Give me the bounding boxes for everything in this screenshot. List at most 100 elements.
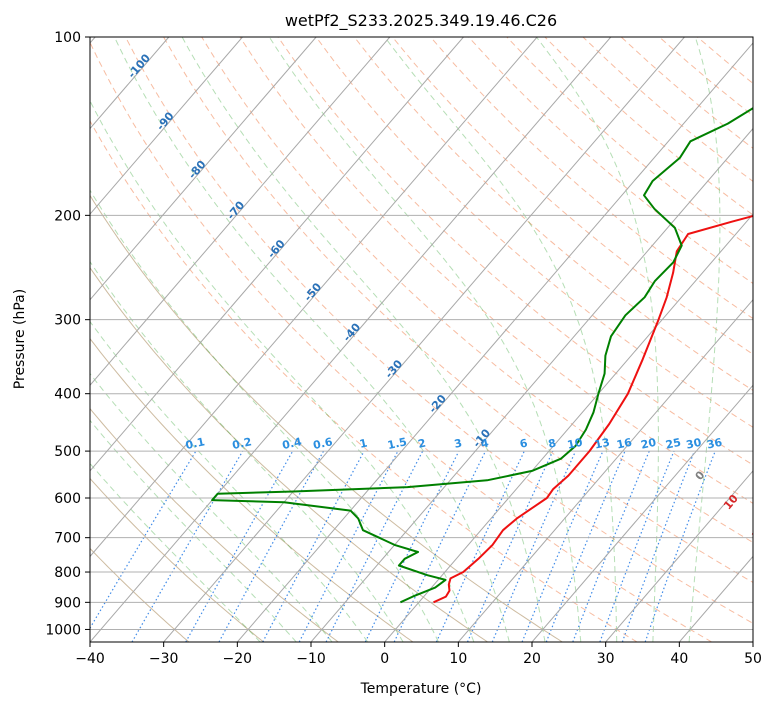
isotherm-gridline <box>384 213 753 642</box>
mixing-ratio-line <box>364 450 460 642</box>
isotherm-gridline <box>457 298 753 642</box>
isotherm-gridline <box>678 555 753 642</box>
mixing-ratio-line <box>218 450 325 642</box>
dry-adiabat-line <box>90 119 638 642</box>
moist-adiabat-line <box>90 462 261 642</box>
y-axis-label: Pressure (hPa) <box>12 289 28 389</box>
mixing-ratio-label: 36 <box>706 436 724 452</box>
x-tick-label: −40 <box>75 651 105 667</box>
isotherm-label: -20 <box>426 392 449 416</box>
dry-adiabat-line <box>90 266 488 642</box>
isotherm-gridline <box>90 37 464 472</box>
mixing-ratio-label: 8 <box>547 437 557 451</box>
isotherm-gridline <box>163 37 685 642</box>
mixing-ratio-line <box>644 450 716 642</box>
mixing-ratio-label: 3 <box>453 437 463 451</box>
mixing-ratio-label: 16 <box>615 436 633 452</box>
x-tick-label: −10 <box>296 651 326 667</box>
y-tick-label: 600 <box>54 491 81 507</box>
dry-adiabat-line <box>582 37 753 182</box>
mixing-ratio-line <box>435 450 525 642</box>
dry-adiabat-line <box>392 37 753 355</box>
isotherm-label: -80 <box>186 158 209 182</box>
dry-adiabat-line <box>544 37 753 216</box>
isotherm-gridline <box>90 37 391 387</box>
y-tick-label: 100 <box>54 30 81 46</box>
mixing-ratio-label: 0.2 <box>231 435 253 452</box>
mixing-ratio-label: 13 <box>593 436 611 452</box>
x-axis-label: Temperature (°C) <box>360 681 482 697</box>
isotherm-gridline <box>90 37 538 558</box>
mixing-ratio-lines <box>90 450 716 642</box>
dry-adiabat-line <box>239 37 753 504</box>
mixing-ratio-line <box>466 450 554 642</box>
mixing-ratio-label: 20 <box>640 436 658 452</box>
x-tick-label: −20 <box>223 651 253 667</box>
moist-adiabat-line <box>181 37 546 642</box>
moist-adiabat-line <box>90 419 297 642</box>
y-tick-label: 800 <box>54 565 81 581</box>
isotherm-gridline <box>310 127 753 642</box>
dry-adiabat-line <box>468 37 753 285</box>
mixing-ratio-line <box>621 450 696 642</box>
y-tick-label: 400 <box>54 387 81 403</box>
y-tick-label: 200 <box>54 208 81 224</box>
moist-adiabat-line <box>113 37 510 642</box>
moist-adiabats <box>90 37 721 642</box>
isotherm-label: -90 <box>154 109 177 133</box>
mixing-ratio-label: 0.1 <box>184 435 206 452</box>
dry-adiabat-line <box>697 37 753 85</box>
isotherm-label: -100 <box>125 51 153 81</box>
pressure-gridlines <box>90 37 753 630</box>
dry-adiabat-line <box>90 41 712 642</box>
temperature-line <box>433 214 753 604</box>
moist-adiabat-label: 20 <box>749 521 769 541</box>
dry-adiabat-line <box>163 37 753 584</box>
mixing-ratio-line <box>298 450 399 642</box>
x-tick-label: 20 <box>523 651 541 667</box>
mixing-ratio-label: 0.4 <box>281 435 303 452</box>
isotherm-gridline <box>90 37 612 642</box>
y-tick-label: 300 <box>54 313 81 329</box>
dry-adiabat-line <box>277 37 753 466</box>
isotherm-gridline <box>605 470 753 642</box>
x-tick-label: 10 <box>449 651 467 667</box>
y-tick-label: 700 <box>54 531 81 547</box>
moist-adiabat-line <box>90 260 404 642</box>
mixing-ratio-line <box>572 450 650 642</box>
dry-adiabat-line <box>125 37 753 624</box>
mixing-ratio-label: 4 <box>480 436 491 450</box>
mixing-ratio-line <box>185 450 294 642</box>
x-axis-ticks: −40 −30 −20 −10 0 10 20 30 40 50 <box>75 642 762 667</box>
plot-frame <box>89 36 754 643</box>
moist-adiabat-line <box>90 99 475 642</box>
mixing-ratio-line <box>521 450 604 642</box>
dry-adiabat-line <box>353 37 753 392</box>
isotherm-gridline <box>90 37 317 301</box>
profile-series <box>211 107 753 604</box>
dry-adiabat-line <box>315 37 753 428</box>
chart-title: wetPf2_S233.2025.349.19.46.C26 <box>285 11 557 31</box>
y-tick-label: 1000 <box>45 622 81 638</box>
dry-adiabats <box>90 37 753 642</box>
isotherm-label: -60 <box>265 237 288 261</box>
moist-adiabat-line <box>90 372 333 642</box>
isotherm-gridlines <box>90 37 753 642</box>
dry-adiabat-line <box>90 194 563 642</box>
mixing-ratio-label: 25 <box>664 436 682 452</box>
x-tick-label: 50 <box>744 651 762 667</box>
mixing-ratio-line <box>262 450 365 642</box>
moist-adiabat-line <box>688 37 721 642</box>
isotherm-label: -30 <box>382 357 405 381</box>
dry-adiabat-line <box>430 37 753 320</box>
y-tick-label: 500 <box>54 444 81 460</box>
moist-adiabat-label: 10 <box>721 492 741 512</box>
mixing-ratio-label: 1.5 <box>386 435 408 452</box>
moist-adiabat-line <box>90 320 369 642</box>
plot-area: -100-90-80-70-60-50-40-30-20-100.1 0.2 0.4… <box>90 37 769 642</box>
mixing-ratio-label: 30 <box>685 436 703 452</box>
mixing-ratio-line <box>599 450 675 642</box>
dry-adiabat-line <box>620 37 753 149</box>
moist-adiabat-line <box>536 37 659 642</box>
